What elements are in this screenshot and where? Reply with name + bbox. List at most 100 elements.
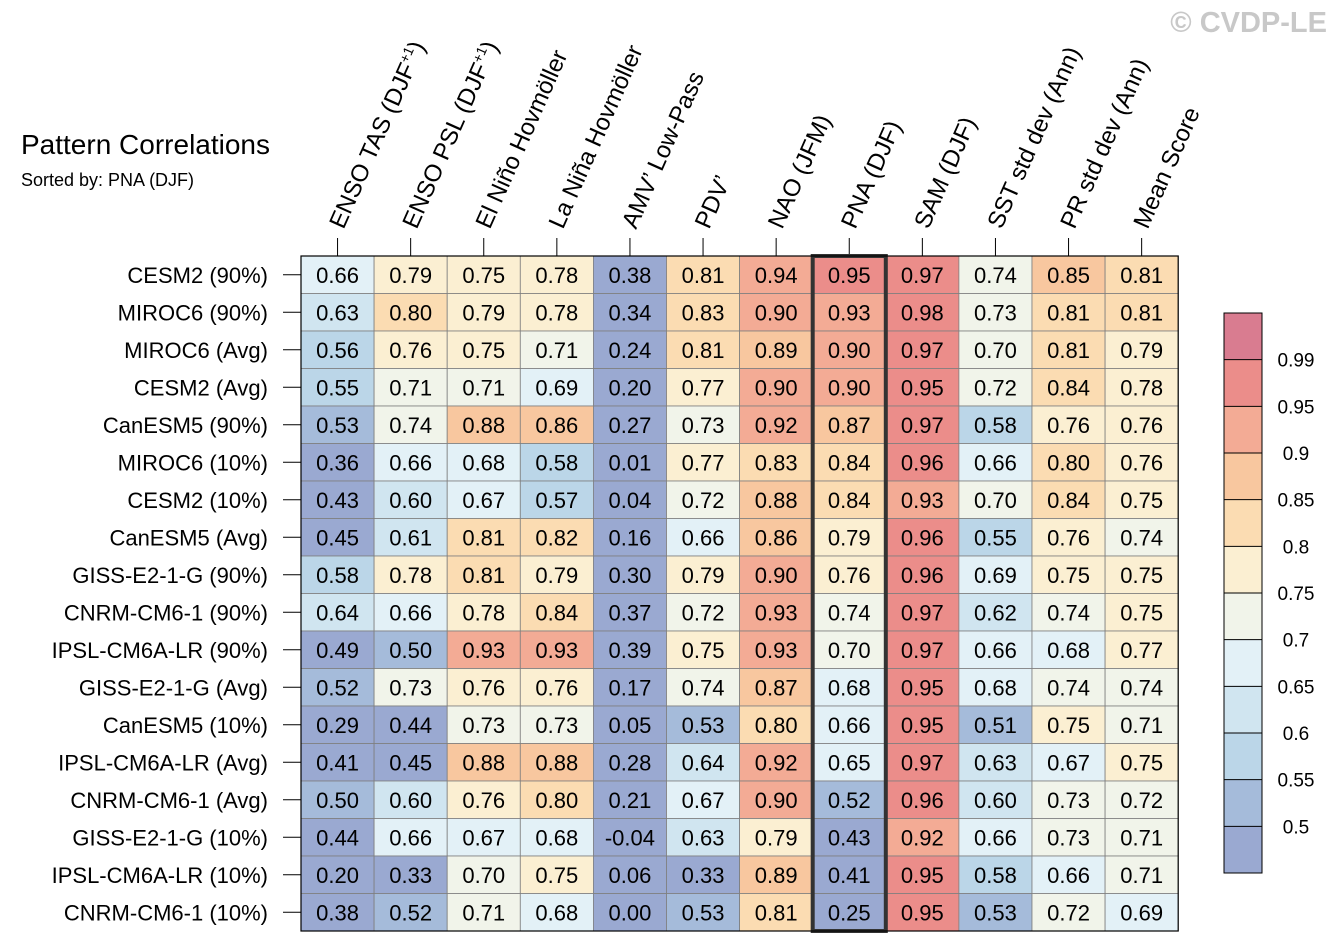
cell-value: 0.20 [316, 863, 359, 888]
heatmap-cell [1031, 555, 1106, 594]
cell-value: 0.75 [1047, 563, 1090, 588]
colorbar-segment [1224, 686, 1262, 733]
heatmap-cell [666, 743, 740, 782]
cell-value: 0.75 [1120, 563, 1163, 588]
cell-value: 0.93 [901, 488, 944, 513]
heatmap-cell [1031, 405, 1106, 444]
cell-value: 0.88 [462, 750, 505, 775]
cell-value: 0.36 [316, 450, 359, 475]
row-label: CESM2 (10%) [127, 488, 268, 513]
row-labels: CESM2 (90%) MIROC6 (90%) MIROC6 (Avg) CESM2… [52, 263, 268, 926]
row-label: CNRM-CM6-1 (Avg) [70, 788, 268, 813]
colorbar-label: 0.5 [1283, 817, 1309, 838]
heatmap-cell [958, 855, 1033, 894]
colorbar-label: 0.55 [1278, 771, 1315, 792]
heatmap-cell [373, 593, 448, 632]
row-label: CNRM-CM6-1 (90%) [64, 600, 268, 625]
heatmap-cell [1104, 368, 1179, 407]
heatmap-cell [666, 480, 740, 519]
cell-value: 0.78 [535, 300, 578, 325]
heatmap-cell [1104, 330, 1179, 369]
cell-value: 0.71 [462, 375, 505, 400]
cell-value: 0.97 [901, 638, 944, 663]
cell-value: 0.74 [1120, 525, 1163, 550]
cell-value: 0.72 [1047, 900, 1090, 925]
cell-value: 0.68 [1047, 638, 1090, 663]
cell-value: 0.80 [389, 300, 432, 325]
cell-value: 0.70 [974, 488, 1017, 513]
cell-value: 0.66 [974, 825, 1017, 850]
colorbar-segment [1224, 639, 1262, 687]
column-label-superscript: +1 [396, 44, 417, 65]
cell-value: 0.95 [901, 675, 944, 700]
cell-value: 0.79 [462, 300, 505, 325]
cell-value: 0.64 [316, 600, 359, 625]
heatmap-cell [958, 668, 1033, 707]
heatmap-cell [373, 555, 448, 594]
cell-value: 0.58 [974, 413, 1017, 438]
cell-value: 0.90 [755, 375, 798, 400]
cell-value: 0.75 [535, 863, 578, 888]
heatmap-cell [1031, 593, 1106, 632]
cell-value: 0.29 [316, 713, 359, 738]
heatmap-cell [739, 405, 814, 444]
heatmap-cell [300, 855, 375, 894]
cell-value: 0.05 [609, 713, 652, 738]
heatmap-cell [519, 630, 594, 669]
heatmap-cell [519, 555, 594, 594]
cell-value: 0.79 [535, 563, 578, 588]
heatmap-cell [373, 668, 448, 707]
cell-value: 0.87 [755, 675, 798, 700]
cell-value: 0.95 [901, 713, 944, 738]
cell-value: 0.96 [901, 525, 944, 550]
cell-value: 0.86 [535, 413, 578, 438]
cell-value: 0.33 [389, 863, 432, 888]
cell-value: 0.66 [682, 525, 725, 550]
cell-value: 0.69 [974, 563, 1017, 588]
cell-value: 0.98 [901, 300, 944, 325]
colorbar-label: 0.8 [1283, 537, 1309, 558]
heatmap-cell [958, 368, 1033, 407]
heatmap-cell [958, 480, 1033, 519]
heatmap-cell [666, 705, 740, 744]
chart-subtitle: Sorted by: PNA (DJF) [21, 170, 194, 190]
cell-value: 0.90 [755, 788, 798, 813]
cell-value: 0.77 [1120, 638, 1163, 663]
cell-value: 0.90 [828, 338, 871, 363]
colorbar-segment [1224, 406, 1262, 453]
cell-value: 0.76 [1047, 525, 1090, 550]
heatmap-cell [1104, 443, 1179, 482]
cell-value: 0.62 [974, 600, 1017, 625]
cell-value: 0.85 [1047, 263, 1090, 288]
cell-value: 0.60 [389, 788, 432, 813]
cell-value: 0.74 [1047, 600, 1090, 625]
heatmap-cell [593, 780, 667, 819]
cell-value: 0.55 [316, 375, 359, 400]
cell-value: 0.33 [682, 863, 725, 888]
cell-value: 0.43 [828, 825, 871, 850]
heatmap-cell [739, 368, 814, 407]
cell-value: 0.72 [1120, 788, 1163, 813]
heatmap-cell [446, 555, 521, 594]
cell-value: 0.77 [682, 375, 725, 400]
cell-value: 0.75 [462, 263, 505, 288]
column-label-text: PDV’ [690, 171, 737, 232]
column-label: PNA (DJF) [836, 117, 907, 233]
cell-value: 0.89 [755, 338, 798, 363]
cell-value: 0.84 [1047, 375, 1090, 400]
heatmap-cell [1104, 555, 1179, 594]
cell-value: 0.37 [609, 600, 652, 625]
cell-value: 0.87 [828, 413, 871, 438]
colorbar: 0.5 0.55 0.6 0.65 0.7 0.75 0.8 0.85 0.9 0.95 0.99 [1223, 312, 1315, 874]
cell-value: 0.94 [755, 263, 798, 288]
colorbar-segment [1224, 779, 1262, 827]
cell-value: 0.68 [462, 450, 505, 475]
cell-value: 0.71 [535, 338, 578, 363]
cell-value: 0.34 [609, 300, 652, 325]
heatmap-cell [593, 705, 667, 744]
heatmap-cell [1031, 518, 1106, 557]
cell-value: 0.88 [755, 488, 798, 513]
cell-value: 0.90 [755, 300, 798, 325]
heatmap-cell [812, 593, 887, 632]
heatmap-cell [519, 743, 594, 782]
